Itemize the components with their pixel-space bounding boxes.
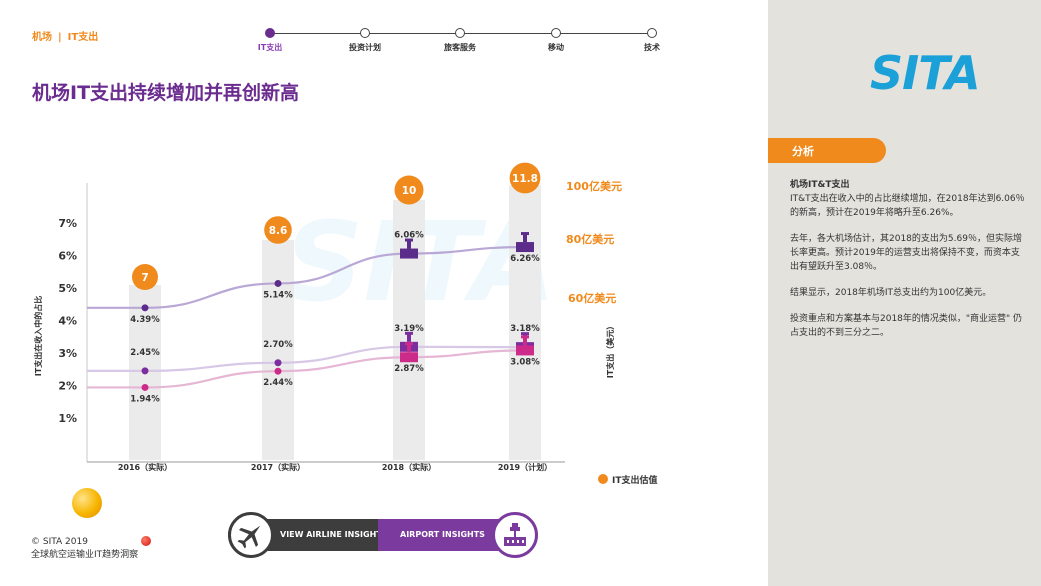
- analysis-text: 机场IT&T支出 IT&T支出在收入中的占比继续增加，在2018年达到6.06％…: [790, 178, 1026, 352]
- right-scale-label: 80亿美元: [566, 232, 614, 246]
- data-label: 2.44%: [263, 378, 293, 388]
- airport-marker-base: [400, 248, 418, 259]
- airport-marker-base: [400, 352, 418, 363]
- y-tick-label: 1%: [58, 412, 77, 425]
- it-spend-bubble-label: 8.6: [269, 225, 288, 237]
- right-scale-label: 60亿美元: [568, 291, 616, 305]
- it-spend-bubble: [264, 216, 292, 244]
- decorative-red-dot: [141, 536, 151, 546]
- data-label: 2.45%: [130, 348, 160, 358]
- airport-marker-cab: [521, 332, 529, 336]
- analysis-tab-label: 分析: [792, 145, 814, 158]
- airport-marker-tower: [407, 333, 411, 342]
- breadcrumb-section[interactable]: 机场: [32, 32, 52, 43]
- main-panel: 机场 | IT支出 IT支出 投资计划 旅客服务 移动 技术 机场IT支出持续增加并再创新高…: [31, 28, 660, 562]
- insights-switcher: VIEW AIRLINE INSIGHTS AIRPORT INSIGHTS: [228, 512, 538, 558]
- it-spend-bubble: [132, 264, 158, 290]
- y-tick-label: 4%: [58, 315, 77, 328]
- y-tick-label: 3%: [58, 347, 77, 360]
- legend-swatch: [598, 474, 608, 484]
- airport-marker-cab: [405, 342, 413, 346]
- analysis-sidebar: [768, 0, 1041, 586]
- analysis-tab[interactable]: 分析: [768, 138, 886, 163]
- data-label: 4.39%: [130, 315, 160, 325]
- data-label: 1.94%: [130, 394, 160, 404]
- data-label: 2.70%: [263, 340, 293, 350]
- airport-marker-cab: [521, 232, 529, 236]
- data-point: [274, 367, 282, 375]
- year-column-4: [509, 185, 541, 460]
- airport-marker-tower: [407, 240, 411, 249]
- nav-step-label-1[interactable]: IT支出: [257, 43, 283, 52]
- analysis-paragraph-2: 去年，各大机场估计，其2018的支出为5.69％，但实际增长率更高。预计2019…: [790, 234, 1022, 272]
- airplane-icon[interactable]: [228, 512, 274, 558]
- it-spend-bubble-label: 11.8: [512, 173, 538, 185]
- nav-step-dot-4[interactable]: [551, 28, 561, 38]
- airport-marker-base: [516, 242, 534, 253]
- chart: SITA1%2%3%4%5%6%7%IT支出在收入中的占比IT支出（美元）201…: [33, 162, 658, 485]
- data-point: [141, 367, 149, 375]
- nav-step-label-2[interactable]: 投资计划: [349, 43, 381, 52]
- y-axis-title-left: IT支出在收入中的占比: [33, 296, 43, 376]
- x-category-label: 2019（计划）: [498, 462, 552, 472]
- breadcrumb-page: IT支出: [67, 32, 99, 43]
- airport-marker-base: [516, 345, 534, 356]
- y-axis-title-right: IT支出（美元）: [605, 322, 615, 378]
- analysis-heading: 机场IT&T支出: [790, 180, 850, 190]
- airport-marker-cab: [521, 335, 529, 339]
- report-subtitle: 全球航空运输业IT趋势洞察: [31, 550, 139, 560]
- x-category-label: 2017（实际）: [251, 462, 305, 472]
- it-spend-bubble-label: 7: [141, 272, 148, 284]
- x-category-label: 2016（实际）: [118, 462, 172, 472]
- airport-marker-tower: [407, 344, 411, 353]
- footer: © SITA 2019 全球航空运输业IT趋势洞察: [31, 536, 138, 562]
- airport-marker-cab: [405, 331, 413, 335]
- airport-insights-label: AIRPORT INSIGHTS: [400, 530, 485, 539]
- analysis-paragraph-3: 结果显示，2018年机场IT总支出约为100亿美元。: [790, 288, 992, 298]
- it-spend-bubble: [394, 175, 424, 205]
- breadcrumb: 机场 | IT支出: [32, 28, 98, 43]
- data-label: 3.19%: [394, 324, 424, 334]
- decorative-orange-sphere: [72, 488, 102, 518]
- data-label: 2.87%: [394, 364, 424, 374]
- it-spend-bubble-label: 10: [402, 185, 417, 197]
- year-column-2: [262, 240, 294, 460]
- data-point: [141, 304, 149, 312]
- x-category-label: 2018（实际）: [382, 462, 436, 472]
- data-label: 5.14%: [263, 290, 293, 300]
- y-tick-label: 2%: [58, 380, 77, 393]
- data-point: [274, 279, 282, 287]
- page-title: 机场IT支出持续增加并再创新高: [32, 82, 300, 104]
- airport-marker-tower: [523, 337, 527, 346]
- airport-tower-icon[interactable]: [492, 512, 538, 558]
- data-point: [141, 383, 149, 391]
- airport-marker-tower: [523, 234, 527, 243]
- it-spend-bubble: [509, 162, 541, 194]
- data-point: [274, 359, 282, 367]
- data-label: 6.26%: [510, 254, 540, 264]
- data-label: 3.18%: [510, 324, 540, 334]
- y-tick-label: 6%: [58, 250, 77, 263]
- nav-step-label-3[interactable]: 旅客服务: [444, 43, 476, 52]
- legend-label: IT支出估值: [612, 474, 658, 485]
- airline-insights-label: VIEW AIRLINE INSIGHTS: [280, 530, 388, 539]
- sita-logo: SITA: [870, 46, 981, 100]
- data-label: 6.06%: [394, 231, 424, 241]
- breadcrumb-separator: |: [58, 32, 62, 43]
- copyright: © SITA 2019: [31, 537, 88, 547]
- nav-step-dot-3[interactable]: [455, 28, 465, 38]
- nav-step-dot-1[interactable]: [265, 28, 275, 38]
- data-label: 3.08%: [510, 357, 540, 367]
- nav-step-label-4[interactable]: 移动: [548, 43, 564, 52]
- right-scale-label: 100亿美元: [566, 179, 622, 193]
- nav-step-dot-5[interactable]: [647, 28, 657, 38]
- analysis-paragraph-4: 投资重点和方案基本与2018年的情况类似，"商业运营" 仍占支出的不到三分之二。: [790, 314, 1023, 338]
- analysis-paragraph-1: IT&T支出在收入中的占比继续增加，在2018年达到6.06％的新高，预计在20…: [790, 194, 1025, 218]
- y-tick-label: 7%: [58, 217, 77, 230]
- nav-step-dot-2[interactable]: [360, 28, 370, 38]
- nav-step-label-5[interactable]: 技术: [644, 43, 660, 52]
- y-tick-label: 5%: [58, 282, 77, 295]
- airport-marker-cab: [405, 238, 413, 242]
